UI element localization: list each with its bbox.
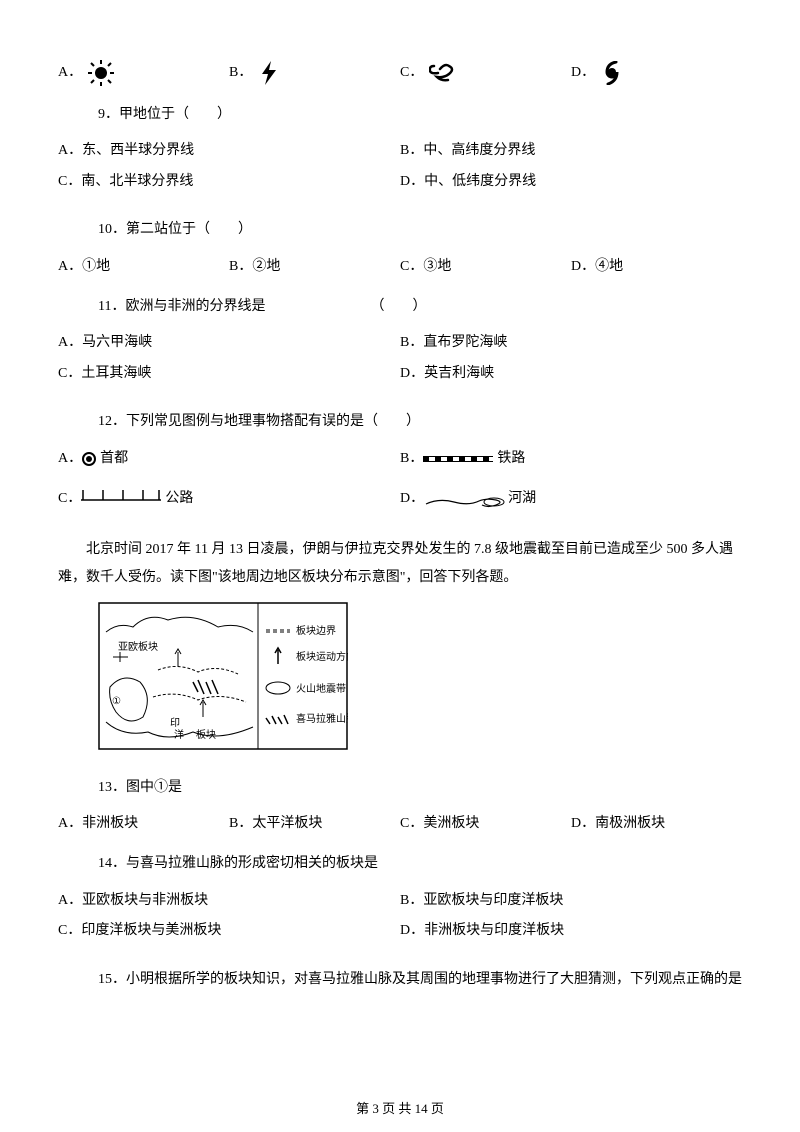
q14-opt-d: D．非洲板块与印度洋板块 [400,920,742,942]
q13-opt-c: C．美洲板块 [400,813,571,835]
legend-line1: 板块边界 [296,624,336,637]
page-footer: 第 3 页 共 14 页 [0,1099,800,1120]
q15-title: 15．小明根据所学的板块知识，对喜马拉雅山脉及其周围的地理事物进行了大胆猜测，下… [98,969,742,991]
q11-opt-a: A．马六甲海峡 [58,332,400,354]
q13-title: 13．图中①是 [98,777,742,799]
q10-opt-c: C．③地 [400,256,571,278]
q11-title: 11．欧洲与非洲的分界线是 （ ） [98,296,742,318]
lightning-icon [258,61,280,85]
q11-opt-b: B．直布罗陀海峡 [400,332,742,354]
q9-opt-b: B．中、高纬度分界线 [400,140,742,162]
opt-label-d: D． [571,62,595,84]
q12-title: 12．下列常见图例与地理事物搭配有误的是（ ） [98,411,742,433]
q12-opt-a: A． 首都 [58,448,400,470]
sunny-icon [88,60,114,86]
q12-a-post: 首都 [100,448,128,470]
q12-opt-c: C． 公路 [58,488,400,510]
opt-label-a: A． [58,62,82,84]
ocean-label: 洋 [174,728,184,741]
q12-a-pre: A． [58,448,82,470]
typhoon-icon [601,61,623,85]
railway-icon [423,456,493,462]
q10-title: 10．第二站位于（ ） [98,219,742,241]
q10-opt-a: A．①地 [58,256,229,278]
q13-opt-d: D．南极洲板块 [571,813,742,835]
q8-opt-c: C． [400,60,571,86]
q9-opt-a: A．东、西半球分界线 [58,140,400,162]
q12-b-pre: B． [400,448,423,470]
q8-opt-d: D． [571,60,742,86]
q11-opt-c: C．土耳其海峡 [58,363,400,385]
legend-line3: 火山地震带 [296,682,346,695]
opt-label-c: C． [400,62,423,84]
eurasia-label: 亚欧板块 [118,640,158,653]
plate-diagram: 亚欧板块 ① 印 洋 板块 板块边界 板块运动方向 火山地震带 喜马拉雅山脉 [98,602,742,758]
q9-opt-c: C．南、北半球分界线 [58,171,400,193]
india-label: 印 [170,717,180,729]
river-lake-icon [424,492,504,506]
q8-opt-b: B． [229,60,400,86]
q13-opt-a: A．非洲板块 [58,813,229,835]
legend-line2: 板块运动方向 [296,650,348,663]
plate-label: 板块 [196,728,216,741]
opt-label-b: B． [229,62,252,84]
q9-opt-d: D．中、低纬度分界线 [400,171,742,193]
capital-icon [82,452,96,466]
q14-options: A．亚欧板块与非洲板块 B．亚欧板块与印度洋板块 C．印度洋板块与美洲板块 D．… [58,890,742,951]
q12-opt-b: B． 铁路 [400,448,742,470]
sandstorm-icon [429,63,455,83]
q14-title: 14．与喜马拉雅山脉的形成密切相关的板块是 [98,853,742,875]
q9-options: A．东、西半球分界线 B．中、高纬度分界线 C．南、北半球分界线 D．中、低纬度… [58,140,742,201]
q12-opt-d: D． 河湖 [400,488,742,510]
q12-c-pre: C． [58,488,81,510]
q11-opt-d: D．英吉利海峡 [400,363,742,385]
q13-opt-b: B．太平洋板块 [229,813,400,835]
q11-options: A．马六甲海峡 B．直布罗陀海峡 C．土耳其海峡 D．英吉利海峡 [58,332,742,393]
q10-options: A．①地 B．②地 C．③地 D．④地 [58,256,742,278]
q8-opt-a: A． [58,60,229,86]
q12-d-post: 河湖 [508,488,536,510]
q12-c-post: 公路 [165,488,193,510]
q9-title: 9．甲地位于（ ） [98,104,742,126]
q10-opt-b: B．②地 [229,256,400,278]
q10-opt-d: D．④地 [571,256,742,278]
q12-options: A． 首都 B． 铁路 C． 公路 D． [58,448,742,519]
legend-line4: 喜马拉雅山脉 [296,712,348,725]
context-paragraph: 北京时间 2017 年 11 月 13 日凌晨，伊朗与伊拉克交界处发生的 7.8… [58,536,742,592]
q14-opt-a: A．亚欧板块与非洲板块 [58,890,400,912]
q12-d-pre: D． [400,488,424,510]
circle1-label: ① [112,696,121,707]
q8-options: A． B． C． [58,60,742,86]
q14-opt-b: B．亚欧板块与印度洋板块 [400,890,742,912]
q14-opt-c: C．印度洋板块与美洲板块 [58,920,400,942]
q12-b-post: 铁路 [497,448,525,470]
road-icon [81,488,161,510]
q13-options: A．非洲板块 B．太平洋板块 C．美洲板块 D．南极洲板块 [58,813,742,835]
